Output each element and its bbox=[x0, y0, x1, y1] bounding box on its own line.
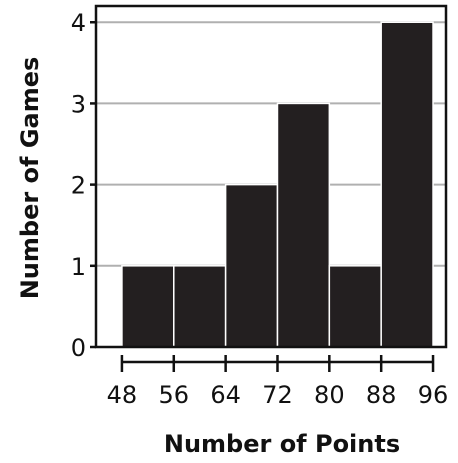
x-tick-labels: 48 56 64 72 80 88 96 bbox=[107, 381, 449, 409]
x-tick-label-64: 64 bbox=[210, 381, 241, 409]
x-tick-label-96: 96 bbox=[418, 381, 449, 409]
y-axis-label: Number of Games bbox=[16, 57, 44, 300]
bar-48-56 bbox=[121, 265, 175, 348]
y-tick-label-0: 0 bbox=[71, 334, 86, 362]
y-tick-label-2: 2 bbox=[71, 172, 86, 200]
x-tick-label-72: 72 bbox=[262, 381, 293, 409]
y-tick-label-1: 1 bbox=[71, 253, 86, 281]
axes bbox=[90, 4, 448, 372]
y-tick-label-3: 3 bbox=[71, 90, 86, 118]
x-axis-label: Number of Points bbox=[164, 430, 400, 458]
bar-56-64 bbox=[173, 265, 227, 348]
bar-80-88 bbox=[328, 265, 382, 348]
x-tick-label-56: 56 bbox=[159, 381, 190, 409]
bar-64-72 bbox=[224, 183, 279, 348]
bar-88-96 bbox=[380, 21, 434, 348]
x-tick-label-88: 88 bbox=[366, 381, 397, 409]
plot-frame bbox=[94, 4, 448, 349]
x-tick-label-48: 48 bbox=[107, 381, 138, 409]
y-tick-labels: 0 1 2 3 4 bbox=[71, 9, 86, 362]
x-tick-label-80: 80 bbox=[314, 381, 345, 409]
y-tick-label-4: 4 bbox=[71, 9, 86, 37]
bar-72-80 bbox=[276, 102, 331, 348]
